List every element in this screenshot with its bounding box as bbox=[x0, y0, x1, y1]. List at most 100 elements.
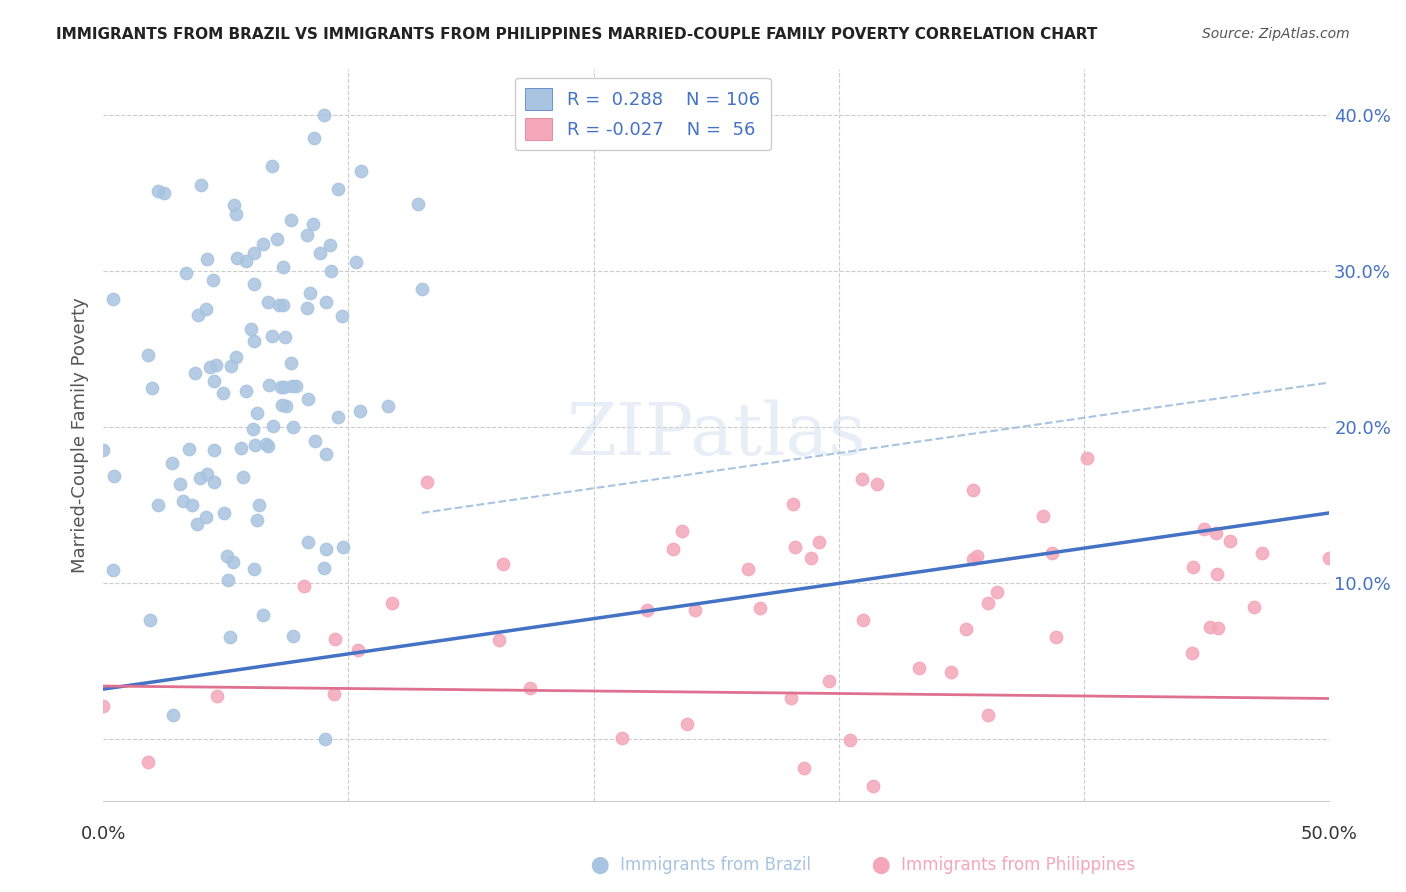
Point bbox=[242, 277, 264, 291]
Point bbox=[347, 643, 370, 657]
Point bbox=[246, 406, 269, 420]
Point bbox=[254, 437, 277, 451]
Point bbox=[1032, 508, 1054, 523]
Point bbox=[201, 273, 224, 287]
Point bbox=[212, 385, 235, 400]
Point bbox=[177, 442, 200, 456]
Point bbox=[172, 494, 194, 508]
Point bbox=[780, 690, 803, 705]
Point bbox=[323, 632, 346, 646]
Point bbox=[194, 302, 217, 317]
Point bbox=[215, 549, 238, 563]
Point bbox=[207, 689, 229, 703]
Point bbox=[245, 438, 267, 452]
Point bbox=[977, 596, 1000, 610]
Point bbox=[1317, 550, 1340, 565]
Point bbox=[302, 217, 325, 231]
Point bbox=[295, 228, 318, 243]
Point bbox=[1219, 534, 1241, 549]
Point bbox=[350, 164, 373, 178]
Point bbox=[1243, 600, 1265, 615]
Point bbox=[332, 309, 354, 323]
Point bbox=[181, 499, 204, 513]
Point bbox=[146, 498, 169, 512]
Legend: R =  0.288    N = 106, R = -0.027    N =  56: R = 0.288 N = 106, R = -0.027 N = 56 bbox=[515, 78, 770, 151]
Point bbox=[141, 381, 163, 395]
Point bbox=[284, 378, 307, 392]
Point bbox=[314, 732, 336, 747]
Point bbox=[302, 131, 325, 145]
Point bbox=[190, 178, 212, 193]
Point bbox=[205, 359, 228, 373]
Point bbox=[229, 441, 252, 455]
Point bbox=[148, 184, 170, 198]
Point bbox=[186, 516, 208, 531]
Point bbox=[662, 542, 685, 557]
Point bbox=[610, 731, 633, 746]
Point bbox=[1076, 451, 1098, 466]
Point bbox=[416, 475, 439, 490]
Text: IMMIGRANTS FROM BRAZIL VS IMMIGRANTS FROM PHILIPPINES MARRIED-COUPLE FAMILY POVE: IMMIGRANTS FROM BRAZIL VS IMMIGRANTS FRO… bbox=[56, 27, 1098, 42]
Text: 50.0%: 50.0% bbox=[1301, 825, 1358, 843]
Text: 0.0%: 0.0% bbox=[80, 825, 125, 843]
Point bbox=[162, 708, 184, 723]
Point bbox=[195, 467, 218, 482]
Point bbox=[344, 254, 367, 268]
Point bbox=[226, 251, 249, 265]
Point bbox=[839, 732, 862, 747]
Y-axis label: Married-Couple Family Poverty: Married-Couple Family Poverty bbox=[72, 297, 89, 573]
Point bbox=[792, 761, 814, 775]
Point bbox=[323, 687, 346, 701]
Point bbox=[676, 717, 699, 731]
Point bbox=[492, 558, 515, 572]
Point bbox=[321, 264, 343, 278]
Point bbox=[1251, 546, 1274, 560]
Point bbox=[349, 404, 371, 418]
Point bbox=[136, 348, 159, 362]
Point bbox=[273, 380, 295, 394]
Point bbox=[274, 399, 297, 413]
Point bbox=[683, 603, 706, 617]
Point bbox=[202, 374, 225, 388]
Point bbox=[257, 439, 280, 453]
Point bbox=[242, 562, 264, 576]
Point bbox=[101, 563, 124, 577]
Point bbox=[292, 579, 315, 593]
Point bbox=[866, 476, 889, 491]
Point bbox=[239, 322, 262, 336]
Point bbox=[283, 629, 305, 643]
Point bbox=[1206, 621, 1229, 635]
Point bbox=[962, 483, 984, 497]
Point bbox=[232, 470, 254, 484]
Point bbox=[202, 475, 225, 490]
Point bbox=[328, 409, 350, 424]
Point bbox=[1042, 546, 1064, 560]
Point bbox=[955, 622, 977, 636]
Point bbox=[312, 108, 335, 122]
Point bbox=[304, 434, 326, 448]
Point bbox=[204, 443, 226, 458]
Point bbox=[218, 630, 240, 644]
Point bbox=[262, 329, 284, 343]
Point bbox=[862, 779, 884, 793]
Point bbox=[219, 359, 242, 374]
Point bbox=[1192, 523, 1215, 537]
Point bbox=[1045, 630, 1067, 644]
Point bbox=[169, 476, 191, 491]
Point bbox=[636, 602, 658, 616]
Point bbox=[271, 298, 294, 312]
Point bbox=[1181, 646, 1204, 660]
Point bbox=[977, 708, 1000, 723]
Point bbox=[243, 246, 266, 260]
Point bbox=[328, 182, 350, 196]
Point bbox=[782, 497, 804, 511]
Point bbox=[160, 456, 183, 470]
Point bbox=[174, 266, 197, 280]
Point bbox=[136, 755, 159, 769]
Point bbox=[488, 632, 510, 647]
Point bbox=[217, 573, 239, 587]
Point bbox=[966, 549, 988, 564]
Point bbox=[297, 535, 319, 549]
Point bbox=[406, 197, 429, 211]
Point bbox=[818, 673, 841, 688]
